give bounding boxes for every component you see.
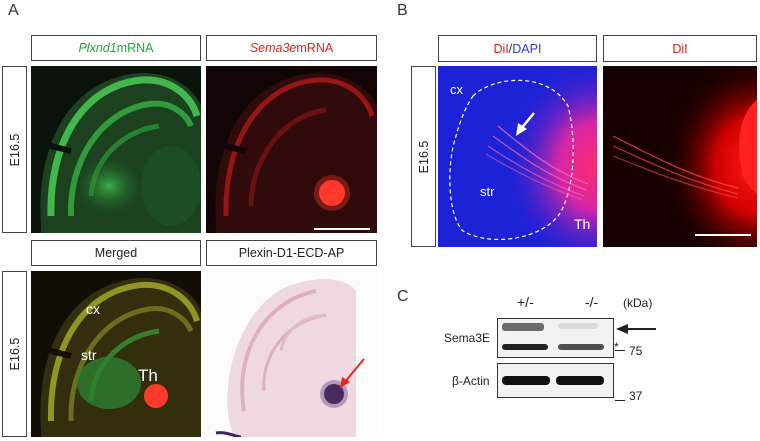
plxnd1-in-situ-image — [31, 66, 201, 233]
mrna-label: mRNA — [296, 41, 334, 55]
sema3e-in-situ-image — [206, 66, 377, 233]
kda-unit-label: (kDa) — [623, 296, 653, 310]
label-cx: cx — [450, 82, 463, 97]
marker-label-37: 37 — [629, 389, 643, 403]
panel-letter-b: B — [397, 2, 408, 19]
label-th: Th — [138, 366, 158, 385]
marker-tick-37 — [615, 400, 625, 401]
label-th: Th — [574, 216, 591, 232]
header-dii: DiI — [603, 35, 757, 62]
header-plxnd1-mrna: Plxnd1 mRNA — [31, 35, 201, 61]
header-dii-dapi: DiI / DAPI — [438, 35, 597, 62]
lane-label-het: +/- — [517, 294, 534, 310]
header-merged: Merged — [31, 240, 201, 266]
panel-letter-c: C — [397, 288, 409, 305]
lane-label-ko: -/- — [585, 294, 599, 310]
gene-name-sema3e: Sema3e — [249, 41, 297, 55]
label-str: str — [81, 347, 97, 363]
label-cx: cx — [86, 301, 100, 317]
gene-name-plxnd1: Plxnd1 — [78, 41, 117, 55]
stage-text: E16.5 — [7, 133, 22, 166]
sema3e-blot — [497, 318, 614, 358]
marker-tick-75 — [615, 350, 625, 351]
mrna-label: mRNA — [116, 41, 154, 55]
stage-text: E16.5 — [416, 140, 431, 173]
arrow-indicator — [343, 358, 365, 384]
stage-label-top: E16.5 — [2, 66, 27, 233]
header-sema3e-mrna: Sema3e mRNA — [206, 35, 377, 61]
arrow-icon — [616, 324, 656, 334]
stage-label-bottom: E16.5 — [2, 271, 27, 437]
row-label-sema3e: Sema3E — [444, 331, 491, 345]
merged-image: cx str Th — [31, 271, 201, 437]
slash-label: / — [508, 41, 513, 56]
header-plexin-d1-ecd-ap: Plexin-D1-ECD-AP — [206, 240, 377, 266]
row-label-actin: β-Actin — [452, 374, 490, 388]
dapi-label: DAPI — [512, 41, 542, 56]
dii-label: DiI — [493, 41, 509, 56]
label-str: str — [480, 184, 495, 199]
actin-blot — [497, 363, 614, 398]
stage-text: E16.5 — [7, 337, 22, 371]
nonspecific-band-asterisk: * — [614, 340, 619, 354]
plexin-ap-binding-image — [206, 271, 377, 437]
marker-label-75: 75 — [629, 344, 643, 358]
dii-dapi-image: cx str Th — [438, 66, 597, 247]
dii-image — [603, 66, 757, 247]
panel-letter-a: A — [8, 2, 19, 19]
stage-label-b: E16.5 — [411, 66, 436, 247]
